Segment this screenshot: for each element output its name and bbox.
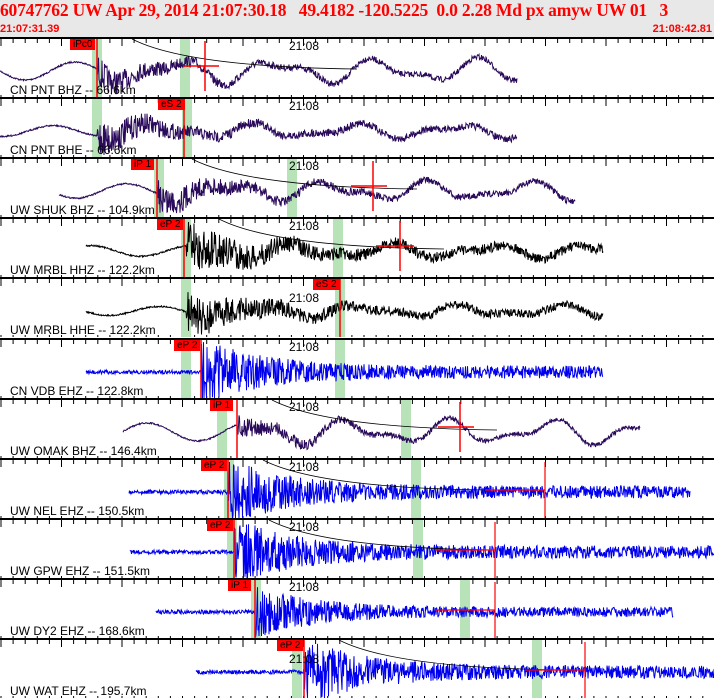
waveform-plot <box>0 339 704 398</box>
waveform-trace <box>195 643 714 698</box>
pick-label[interactable]: eP 2 <box>277 640 304 651</box>
trace-panel[interactable]: 21:08 eP 2 CN VDB EHZ -- 122.8km <box>0 337 714 398</box>
trace-panel[interactable]: 21:08 iP 1 UW SHUK BHZ -- 104.9km <box>0 157 714 218</box>
phase-window <box>181 279 191 338</box>
channel-label: UW OMAK BHZ -- 146.4km <box>10 443 157 458</box>
waveform-trace <box>85 341 604 398</box>
channel-label: UW MRBL HHZ -- 122.2km <box>10 263 155 278</box>
seismogram-panels[interactable]: 21:08 iPc0 CN PNT BHZ -- 66.6km 21:08 eS 2 CN… <box>0 37 714 698</box>
waveform-plot <box>0 159 704 218</box>
waveform-trace <box>122 414 641 450</box>
waveform-trace <box>0 52 518 95</box>
amplitude-cross-marker <box>378 221 414 272</box>
event-summary-title: 60747762 UW Apr 29, 2014 21:07:30.18 49.… <box>0 0 669 20</box>
event-header: 60747762 UW Apr 29, 2014 21:07:30.18 49.… <box>0 0 714 37</box>
trace-panel[interactable]: 21:08 eP 2 UW MRBL HHZ -- 122.2km <box>0 217 714 278</box>
phase-window <box>287 159 297 218</box>
travel-time-curve <box>271 399 498 430</box>
window-start-time: 21:07:31.39 <box>0 23 60 35</box>
pick-label[interactable]: eS 2 <box>313 279 340 291</box>
trace-panel[interactable]: 21:08 iP 1 UW DY2 EHZ -- 168.6km <box>0 577 714 638</box>
channel-label: CN VDB EHZ -- 122.8km <box>10 383 144 398</box>
waveform-plot <box>0 39 704 97</box>
trace-panel[interactable]: 21:08 iPc0 CN PNT BHZ -- 66.6km <box>0 37 714 97</box>
coda-marker <box>525 642 586 698</box>
pick-label[interactable]: eS 2 <box>158 99 185 111</box>
trace-panel[interactable]: 21:08 eP 2 UW NEL EHZ -- 150.5km <box>0 457 714 518</box>
waveform-plot <box>0 459 704 518</box>
waveform-trace <box>58 176 576 214</box>
minute-mark-label: 21:08 <box>289 99 320 114</box>
pick-label[interactable]: iP 1 <box>228 579 252 591</box>
minute-mark-label: 21:08 <box>289 399 320 414</box>
waveform-plot <box>0 219 704 278</box>
coda-marker <box>435 581 496 638</box>
coda-marker <box>435 521 496 578</box>
minute-mark-label: 21:08 <box>289 159 320 174</box>
channel-label: UW GPW EHZ -- 151.5km <box>10 563 151 578</box>
phase-window <box>335 339 345 398</box>
travel-time-curve <box>262 459 489 491</box>
waveform-plot <box>0 279 704 338</box>
waveform-trace <box>0 113 518 156</box>
travel-time-curve <box>338 640 565 671</box>
amplitude-cross-marker <box>183 41 219 91</box>
channel-label: CN PNT BHZ -- 66.6km <box>10 83 136 97</box>
minute-mark-label: 21:08 <box>289 291 320 306</box>
phase-window <box>333 219 343 278</box>
channel-label: UW WAT EHZ -- 195.7km <box>10 684 147 698</box>
waveform-plot <box>0 399 704 458</box>
waveform-plot <box>0 519 714 578</box>
travel-time-curve <box>268 519 495 551</box>
waveform-plot <box>0 99 704 158</box>
phase-window <box>292 640 302 698</box>
phase-window <box>251 579 261 638</box>
pick-label[interactable]: eP 2 <box>201 459 228 471</box>
channel-label: CN PNT BHE -- 66.6km <box>10 143 137 158</box>
waveform-trace <box>85 292 604 335</box>
minute-mark-label: 21:08 <box>289 339 320 354</box>
phase-window <box>227 519 237 578</box>
amplitude-cross-marker <box>351 161 387 212</box>
waveform-plot <box>0 640 714 698</box>
phase-window <box>180 39 190 97</box>
minute-mark-label: 21:08 <box>289 519 320 534</box>
minute-mark-label: 21:08 <box>289 39 320 53</box>
channel-label: UW MRBL HHE -- 122.2km <box>10 323 156 338</box>
minute-mark-label: 21:08 <box>289 579 320 594</box>
waveform-trace <box>155 586 674 638</box>
waveform-trace <box>85 222 604 271</box>
minute-mark-label: 21:08 <box>289 459 320 474</box>
waveform-trace <box>128 461 691 518</box>
coda-marker <box>485 461 546 518</box>
pick-label[interactable]: eP 2 <box>174 339 201 351</box>
trace-panel[interactable]: 21:08 eS 2 CN PNT BHE -- 66.6km <box>0 97 714 158</box>
channel-label: UW NEL EHZ -- 150.5km <box>10 503 145 518</box>
channel-label: UW SHUK BHZ -- 104.9km <box>10 203 155 218</box>
travel-time-curve <box>218 219 445 250</box>
phase-window <box>92 99 102 158</box>
window-end-time: 21:08:42.81 <box>652 23 712 35</box>
trace-panel[interactable]: 21:08 iP 1 UW OMAK BHZ -- 146.4km <box>0 397 714 458</box>
minute-mark-label: 21:08 <box>289 652 320 666</box>
phase-window <box>401 399 411 458</box>
pick-label[interactable]: iPc0 <box>70 39 96 50</box>
trace-panel[interactable]: 21:08 eP 2 UW GPW EHZ -- 151.5km <box>0 517 714 578</box>
waveform-trace <box>129 523 714 578</box>
travel-time-curve <box>191 159 418 190</box>
waveform-plot <box>0 579 704 638</box>
trace-panel[interactable]: 21:08 eP 2 UW WAT EHZ -- 195.7km <box>0 638 714 698</box>
pick-label[interactable]: eP 2 <box>207 519 234 531</box>
pick-label[interactable]: iP 1 <box>210 399 234 411</box>
pick-label[interactable]: iP 1 <box>131 159 155 171</box>
phase-window <box>181 339 191 398</box>
trace-panel[interactable]: 21:08 eS 2 UW MRBL HHE -- 122.2km <box>0 277 714 338</box>
channel-label: UW DY2 EHZ -- 168.6km <box>10 623 145 638</box>
pick-label[interactable]: eP 2 <box>157 219 184 231</box>
amplitude-cross-marker <box>438 401 474 452</box>
travel-time-curve <box>131 39 358 70</box>
minute-mark-label: 21:08 <box>289 219 320 234</box>
phase-window <box>217 399 227 458</box>
